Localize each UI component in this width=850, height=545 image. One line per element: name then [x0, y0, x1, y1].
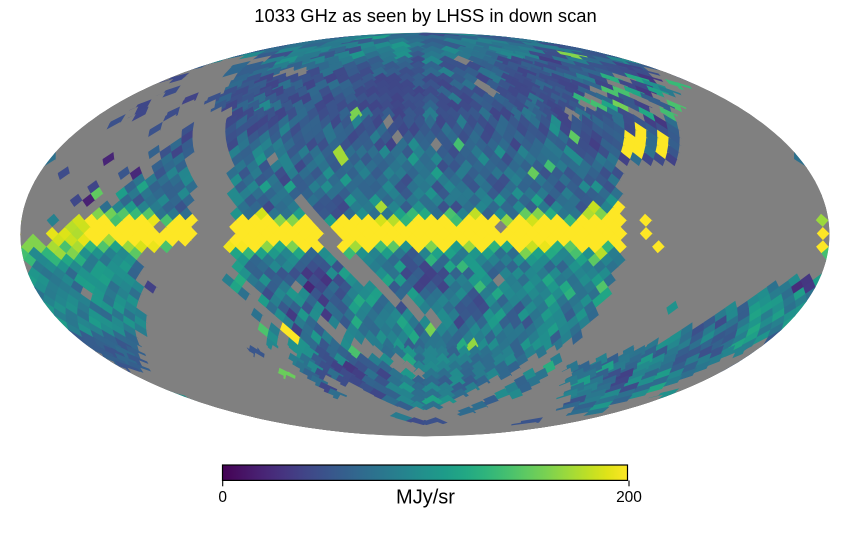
- svg-text:200: 200: [616, 489, 642, 506]
- svg-text:0: 0: [218, 489, 227, 506]
- svg-text:1033 GHz as seen by LHSS in do: 1033 GHz as seen by LHSS in down scan: [254, 5, 596, 26]
- svg-text:MJy/sr: MJy/sr: [396, 487, 455, 509]
